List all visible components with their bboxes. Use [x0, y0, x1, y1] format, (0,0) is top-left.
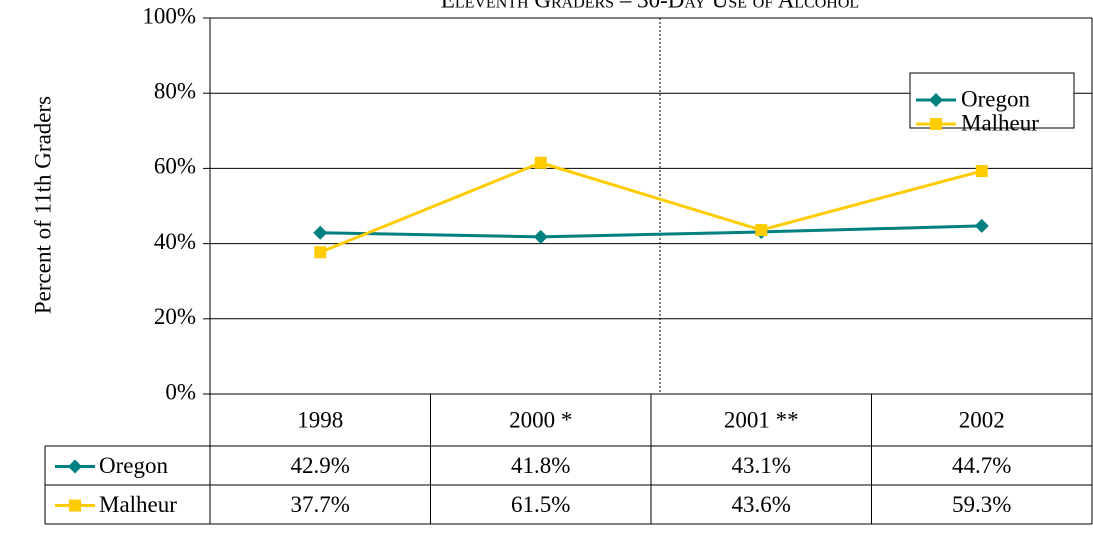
- y-tick-label: 80%: [154, 78, 196, 103]
- x-tick-label: 2000 *: [509, 407, 572, 432]
- y-tick-label: 60%: [154, 154, 196, 179]
- table-cell: 59.3%: [952, 492, 1011, 517]
- data-point: [974, 218, 989, 233]
- table-cell: 41.8%: [511, 453, 570, 478]
- table-cell: 43.1%: [732, 453, 791, 478]
- x-tick-label: 1998: [297, 407, 343, 432]
- legend-label: Malheur: [961, 110, 1039, 135]
- table-cell: 43.6%: [732, 492, 791, 517]
- y-tick-label: 100%: [142, 3, 196, 28]
- data-point: [313, 225, 328, 240]
- data-point: [975, 165, 988, 178]
- data-point: [534, 156, 547, 169]
- series-line: [320, 224, 982, 239]
- table-key: [68, 459, 82, 474]
- x-tick-label: 2001 **: [724, 407, 799, 432]
- y-axis-label: Percent of 11th Graders: [30, 96, 55, 314]
- y-tick-label: 20%: [154, 304, 196, 329]
- table-cell: 44.7%: [952, 453, 1011, 478]
- table-cell: 42.9%: [291, 453, 350, 478]
- table-row-label: Oregon: [99, 453, 168, 478]
- chart-title: Eleventh Graders – 30-Day Use of Alcohol: [441, 0, 859, 12]
- legend-key: [929, 93, 943, 107]
- table-cell: 37.7%: [291, 492, 350, 517]
- series-line: [319, 161, 983, 254]
- y-tick-label: 0%: [165, 379, 196, 404]
- data-point: [314, 246, 327, 259]
- table-cell: 61.5%: [511, 492, 570, 517]
- y-tick-label: 40%: [154, 229, 196, 254]
- legend-label: Oregon: [961, 86, 1030, 111]
- x-tick-label: 2002: [959, 407, 1005, 432]
- legend-key: [930, 118, 942, 130]
- data-point: [755, 224, 768, 237]
- data-point: [533, 229, 548, 244]
- table-row-label: Malheur: [99, 492, 177, 517]
- table-key: [69, 499, 81, 512]
